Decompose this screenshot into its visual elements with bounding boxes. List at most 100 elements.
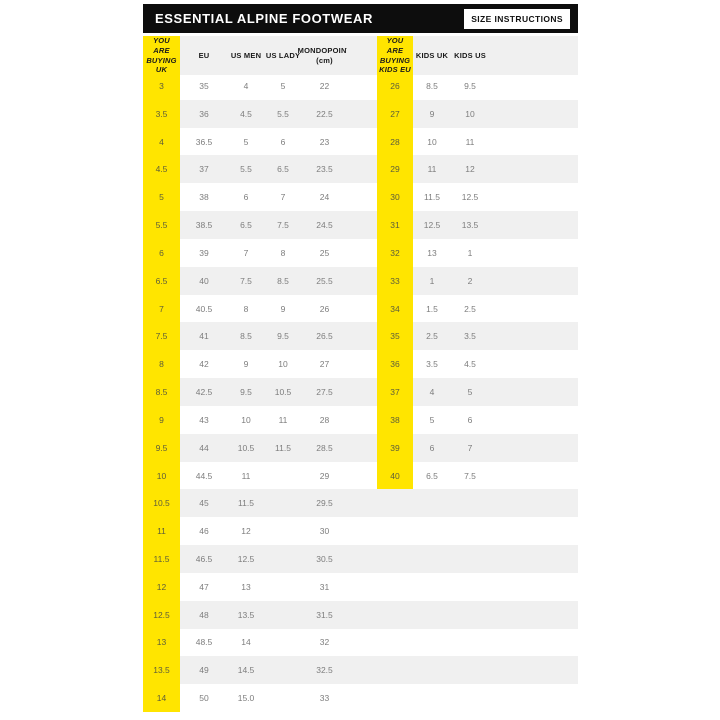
cell-eu: 48 xyxy=(180,600,228,629)
cell-eu: 40 xyxy=(180,266,228,295)
cell-kids-uk xyxy=(413,656,451,685)
table-row: 4.5 37 5.5 6.5 23.5 29 11 12 xyxy=(143,155,578,184)
cell-us-lady xyxy=(264,684,302,712)
cell-spacer xyxy=(489,545,578,573)
cell-us-lady: 7.5 xyxy=(264,211,302,239)
cell-us-lady xyxy=(264,573,302,601)
cell-spacer xyxy=(489,378,578,406)
cell-eu: 50 xyxy=(199,693,209,704)
cell-spacer xyxy=(489,99,578,128)
table-row: 10 44.5 11 29 40 6.5 7.5 xyxy=(143,461,578,490)
cell-kids-eu: 38 xyxy=(377,405,413,434)
cell-kids-eu xyxy=(377,629,413,657)
cell-spacer xyxy=(489,155,578,184)
cell-uk: 8 xyxy=(143,350,180,379)
cell-us-men: 13 xyxy=(241,581,251,592)
cell-uk: 8.5 xyxy=(143,378,180,406)
cell-uk: 13 xyxy=(143,628,180,657)
cell-kids-eu xyxy=(377,489,413,518)
size-instructions-button[interactable]: SIZE INSTRUCTIONS xyxy=(464,8,570,29)
column-header-kids-uk: KIDS UK xyxy=(413,36,451,75)
cell-kids-us: 12.5 xyxy=(461,192,479,203)
cell-us-men: 14.5 xyxy=(228,656,264,685)
cell-us-lady: 11.5 xyxy=(264,433,302,462)
cell-kids-uk: 9 xyxy=(413,99,451,128)
cell-us-lady xyxy=(264,656,302,685)
cell-spacer xyxy=(489,656,578,685)
cell-kids-eu: 31 xyxy=(377,211,413,239)
table-header-row: YOU ARE BUYING UK EU US MEN US LADY MOND… xyxy=(143,36,578,75)
cell-kids-eu xyxy=(377,517,413,545)
cell-us-lady: 5.5 xyxy=(264,99,302,128)
cell-kids-eu: 26 xyxy=(377,72,413,100)
cell-us-men: 14 xyxy=(241,637,251,648)
cell-eu: 38.5 xyxy=(180,211,228,239)
cell-us-men: 4.5 xyxy=(228,99,264,128)
cell-eu: 40.5 xyxy=(195,303,213,314)
column-header-mondopoint: MONDOPOINT (cm) xyxy=(298,36,351,75)
cell-mondo: 29 xyxy=(319,470,330,481)
cell-us-men: 12 xyxy=(241,526,251,537)
cell-spacer xyxy=(489,406,578,434)
cell-kids-us: 13.5 xyxy=(451,211,489,239)
cell-us-men: 12.5 xyxy=(228,545,264,573)
cell-kids-us: 10 xyxy=(451,99,489,128)
cell-kids-eu: 30 xyxy=(377,183,413,212)
cell-mondo: 24 xyxy=(319,192,330,203)
cell-kids-uk xyxy=(413,545,451,573)
cell-kids-uk: 2.5 xyxy=(413,322,451,351)
cell-eu: 41 xyxy=(180,322,228,351)
cell-us-lady: 5 xyxy=(280,80,286,91)
cell-kids-uk: 5 xyxy=(429,414,435,425)
cell-us-lady xyxy=(264,629,302,657)
cell-eu: 43 xyxy=(199,414,209,425)
cell-mondo: 29.5 xyxy=(302,489,347,518)
table-row: 10.5 45 11.5 29.5 xyxy=(143,489,578,518)
cell-uk: 10 xyxy=(143,461,180,490)
cell-kids-us: 11 xyxy=(465,136,475,147)
cell-uk: 5 xyxy=(143,183,180,212)
table-row: 8.5 42.5 9.5 10.5 27.5 37 4 5 xyxy=(143,378,578,406)
cell-spacer xyxy=(347,433,377,462)
cell-spacer xyxy=(489,629,578,657)
column-header-us-lady: US LADY xyxy=(264,36,302,75)
cell-kids-uk: 11 xyxy=(413,155,451,184)
column-header-eu: EU xyxy=(180,36,228,75)
cell-uk: 12 xyxy=(143,572,180,601)
table-row: 9 43 10 11 28 38 5 6 xyxy=(143,405,578,434)
cell-us-men: 4 xyxy=(243,80,249,91)
cell-uk: 4.5 xyxy=(143,155,180,184)
cell-kids-eu: 35 xyxy=(377,322,413,351)
cell-kids-eu xyxy=(377,656,413,685)
cell-us-lady: 11 xyxy=(278,414,288,425)
cell-uk: 9 xyxy=(143,405,180,434)
cell-us-lady xyxy=(264,489,302,518)
size-chart-panel: ESSENTIAL ALPINE FOOTWEAR SIZE INSTRUCTI… xyxy=(143,4,578,713)
cell-mondo: 24.5 xyxy=(302,211,347,239)
cell-spacer xyxy=(347,489,377,518)
cell-spacer xyxy=(347,72,377,100)
table-row: 13 48.5 14 32 xyxy=(143,628,578,657)
cell-eu: 46 xyxy=(199,526,209,537)
cell-kids-us: 3.5 xyxy=(451,322,489,351)
cell-us-men: 15.0 xyxy=(237,693,255,704)
cell-us-lady: 6.5 xyxy=(264,155,302,184)
cell-us-lady xyxy=(264,600,302,629)
cell-us-lady: 10 xyxy=(278,359,288,370)
cell-kids-eu: 36 xyxy=(377,350,413,379)
cell-us-men: 8 xyxy=(243,303,249,314)
cell-eu: 42.5 xyxy=(180,378,228,406)
cell-spacer xyxy=(489,211,578,239)
cell-mondo: 27.5 xyxy=(302,378,347,406)
cell-kids-uk xyxy=(413,573,451,601)
cell-mondo: 32.5 xyxy=(302,656,347,685)
cell-spacer xyxy=(347,155,377,184)
cell-kids-uk: 3.5 xyxy=(426,359,438,370)
cell-eu: 42 xyxy=(199,359,209,370)
cell-mondo: 27 xyxy=(319,359,330,370)
cell-us-men: 9 xyxy=(243,359,249,370)
cell-kids-us xyxy=(451,629,489,657)
cell-spacer xyxy=(489,433,578,462)
cell-us-lady: 8 xyxy=(280,247,286,258)
